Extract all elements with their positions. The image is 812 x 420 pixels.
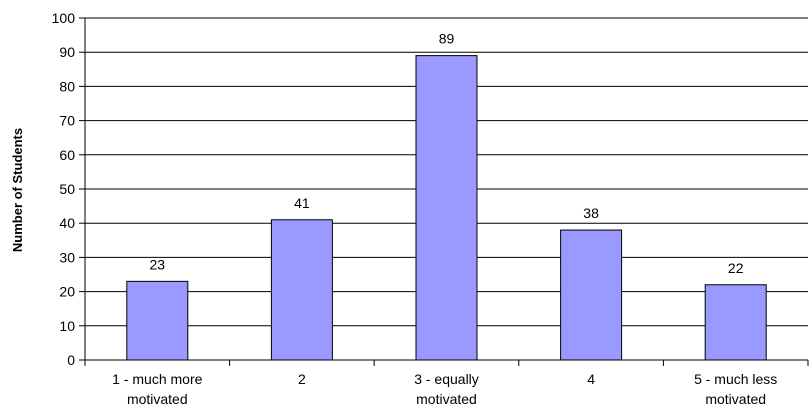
x-tick-label: 4	[587, 371, 595, 387]
y-tick-label: 90	[59, 44, 75, 60]
x-tick-label: 5 - much less	[694, 371, 777, 387]
bar	[270, 219, 333, 361]
x-tick-label: motivated	[416, 391, 477, 407]
x-tick-label: 2	[298, 371, 306, 387]
y-tick-label: 60	[59, 147, 75, 163]
y-tick-label: 40	[59, 215, 75, 231]
y-tick-label: 80	[59, 78, 75, 94]
x-tick-label: motivated	[705, 391, 766, 407]
data-label: 38	[583, 205, 599, 221]
bar	[126, 280, 189, 361]
data-label: 23	[150, 256, 166, 272]
axes: 0 10 20 30 40 50 60 70 80 90 100	[52, 10, 809, 368]
y-tick-label: 50	[59, 181, 75, 197]
bars	[126, 55, 767, 361]
bar	[704, 284, 767, 361]
labels: 23 1 - much more motivated 41 2 89 3 - equally…	[112, 31, 777, 407]
data-label: 22	[728, 260, 744, 276]
x-tick-label: 3 - equally	[414, 371, 479, 387]
y-tick-label: 70	[59, 113, 75, 129]
bar	[415, 55, 478, 361]
bar	[560, 229, 623, 361]
y-tick-label: 20	[59, 284, 75, 300]
data-label: 41	[294, 195, 310, 211]
x-tick-label: 1 - much more	[112, 371, 202, 387]
y-tick-label: 100	[52, 10, 76, 26]
x-tick-label: motivated	[127, 391, 188, 407]
y-tick-label: 0	[67, 352, 75, 368]
y-tick-label: 30	[59, 249, 75, 265]
y-axis-label: Number of Students	[10, 128, 25, 252]
y-tick-label: 10	[59, 318, 75, 334]
data-label: 89	[439, 31, 455, 47]
